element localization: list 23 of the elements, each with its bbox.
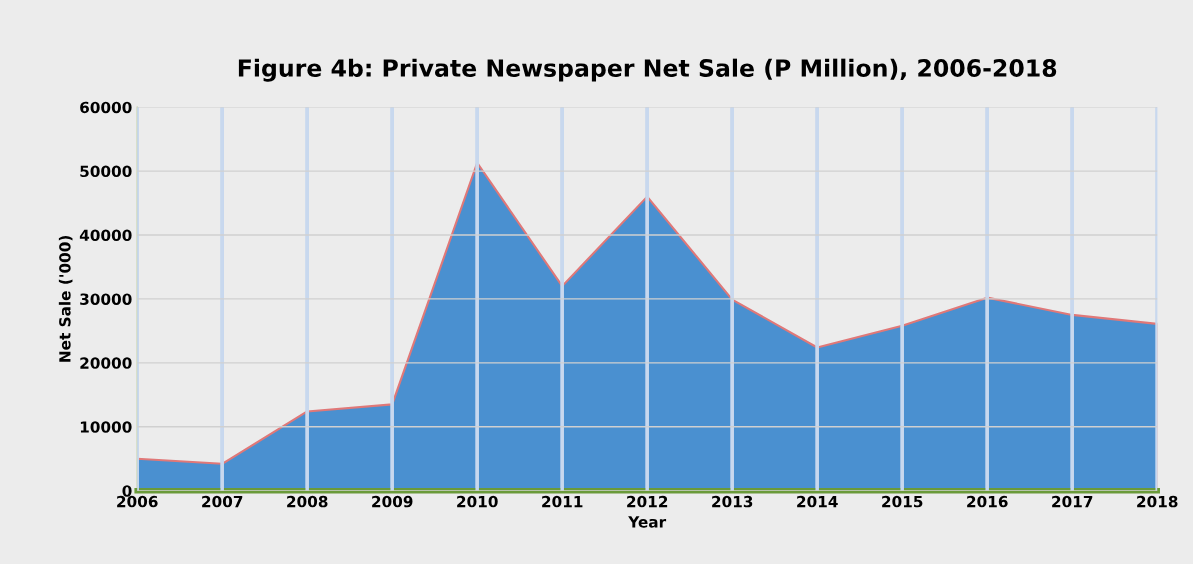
y-tick-label: 40000	[79, 229, 132, 242]
y-tick-label: 10000	[80, 421, 132, 433]
y-axis-title: Net Sale ('000)	[58, 235, 73, 362]
x-tick-label: 2011	[542, 495, 583, 508]
x-tick-label: 2015	[882, 495, 923, 508]
y-tick-label: 50000	[80, 165, 132, 178]
y-tick-label: 0	[122, 485, 132, 497]
y-tick-label: 60000	[80, 101, 132, 114]
y-tick-label: 20000	[80, 357, 132, 369]
y-tick-label: 30000	[80, 293, 132, 305]
x-tick-label: 2017	[1052, 495, 1093, 508]
x-tick-label: 2009	[372, 495, 413, 508]
x-tick-label: 2013	[712, 495, 753, 508]
x-axis-title: Year	[628, 516, 667, 528]
x-tick-label: 2014	[797, 495, 838, 508]
chart-title: Figure 4b: Private Newspaper Net Sale (P Million), 2006-2018	[238, 58, 1057, 82]
x-tick-label: 2016	[967, 495, 1008, 508]
x-tick-label: 2012	[627, 495, 668, 508]
x-tick-label: 2018	[1137, 495, 1178, 508]
x-tick-label: 2008	[287, 495, 328, 508]
x-tick-label: 2007	[202, 495, 243, 508]
x-tick-label: 2010	[457, 495, 498, 508]
x-tick-label: 2006	[117, 495, 158, 508]
